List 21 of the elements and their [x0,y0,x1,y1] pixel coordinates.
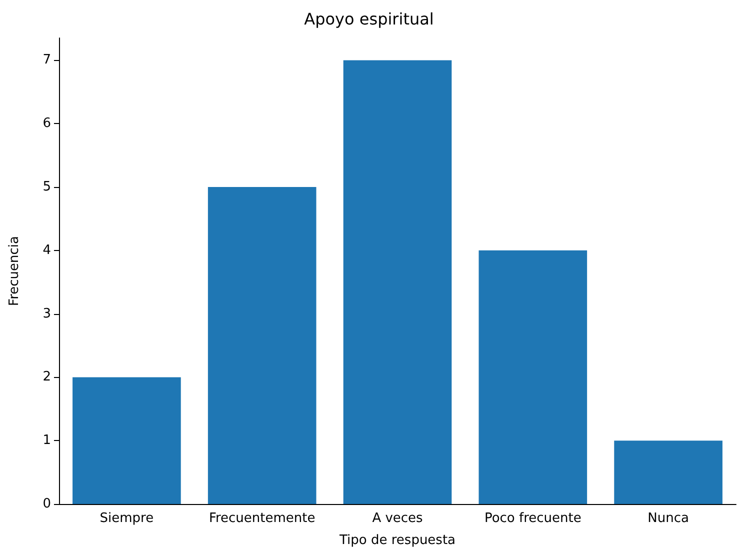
y-tick-label: 3 [42,306,51,322]
x-tick-label: Frecuentemente [208,511,316,526]
x-axis-title: Tipo de respuesta [338,533,456,548]
bar [72,377,181,504]
y-tick-label: 7 [42,52,51,68]
y-tick-label: 6 [42,116,51,132]
y-tick-label: 2 [42,370,51,385]
bar [343,60,452,504]
bar [614,440,722,504]
x-tick-label: Poco frecuente [484,511,582,526]
x-tick-label: Nunca [648,511,689,526]
x-tick-label: Siempre [100,511,154,526]
y-tick-label: 4 [42,242,51,258]
chart-title: Apoyo espiritual [304,10,434,28]
x-tick-label: A veces [372,511,424,526]
y-axis-title: Frecuencia [7,236,22,306]
y-tick-label: 1 [42,433,51,448]
bar [478,250,588,504]
y-tick-label: 0 [42,496,51,512]
y-tick-label: 5 [42,179,51,194]
bar [208,186,316,504]
